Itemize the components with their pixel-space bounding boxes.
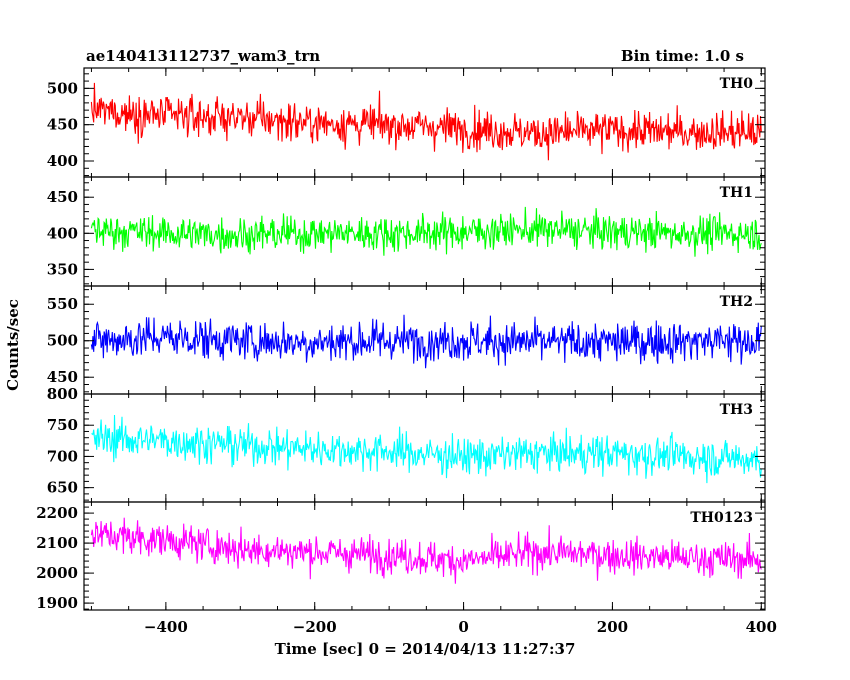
x-tick-label: 0 (458, 618, 468, 636)
panel-label-th2: TH2 (720, 294, 753, 310)
y-tick-label: 700 (47, 447, 78, 465)
y-tick-label: 2100 (36, 534, 78, 552)
y-tick-label: 500 (47, 332, 78, 350)
light-curve-th1 (90, 206, 762, 257)
light-curve-th2 (90, 314, 762, 369)
y-tick-label: 1900 (36, 594, 78, 612)
plot-title: ae140413112737_wam3_trn (86, 47, 320, 65)
panel-th3: 650 700 750 800 TH3 (47, 385, 766, 503)
panel-th0: 400 450 500 TH0 (47, 67, 766, 178)
panel-label-th1: TH1 (720, 185, 753, 201)
x-tick-label: 200 (597, 618, 628, 636)
light-curve-th3 (91, 414, 762, 484)
panel-th2: 450 500 550 TH2 (47, 285, 766, 395)
light-curve-th0 (90, 82, 762, 161)
panels-group: 400 450 500 TH0 350 400 450 TH1 450 500 550 TH2 650 7… (36, 67, 777, 636)
panel-label-th3: TH3 (720, 402, 753, 418)
y-tick-label: 400 (47, 224, 78, 242)
bin-time-label: Bin time: 1.0 s (621, 47, 744, 65)
y-tick-label: 500 (47, 79, 78, 97)
y-tick-label: 450 (47, 368, 78, 386)
y-tick-label: 750 (47, 416, 78, 434)
y-tick-label: 2200 (36, 504, 78, 522)
panel-label-th0: TH0 (720, 76, 754, 92)
y-tick-label: 2000 (36, 564, 78, 582)
panel-th0123: 1900 2000 2100 2200 TH0123 (36, 501, 766, 612)
y-tick-label: 650 (47, 479, 78, 497)
x-tick-label: −200 (293, 618, 337, 636)
y-tick-label: 800 (47, 385, 78, 403)
y-tick-label: 450 (47, 188, 78, 206)
x-tick-label: 400 (746, 618, 777, 636)
panel-th1: 350 400 450 TH1 (47, 176, 766, 287)
y-tick-label: 350 (47, 260, 78, 278)
panel-frame (83, 501, 766, 611)
x-axis-title: Time [sec] 0 = 2014/04/13 11:27:37 (275, 640, 576, 658)
y-tick-label: 450 (47, 116, 78, 134)
light-curve-th0123 (90, 517, 762, 584)
y-tick-label: 400 (47, 152, 78, 170)
x-tick-label: −400 (144, 618, 188, 636)
y-tick-label: 550 (47, 295, 78, 313)
y-axis-title: Counts/sec (4, 299, 22, 391)
panel-label-th0123: TH0123 (690, 510, 753, 526)
